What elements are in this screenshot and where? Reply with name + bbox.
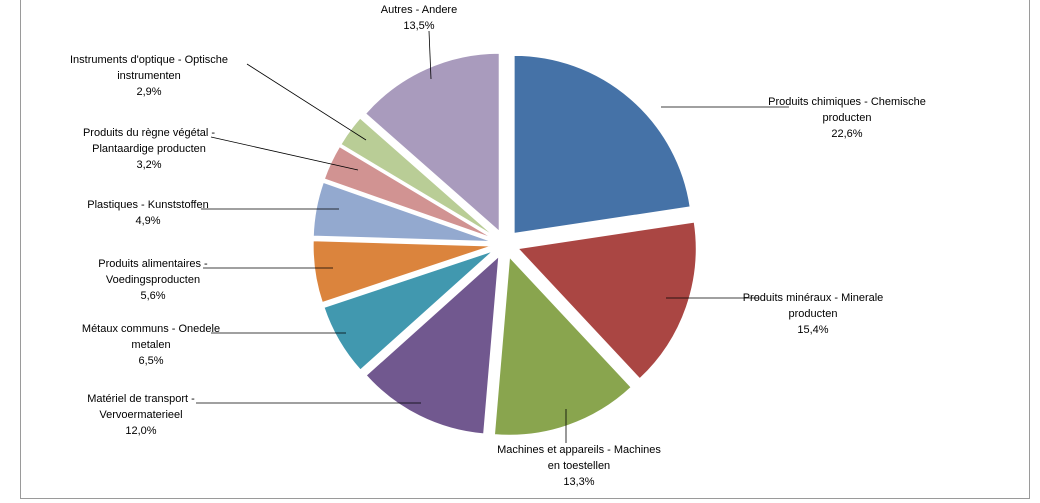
leader-line-10	[428, 30, 432, 80]
slice-label-4: Matériel de transport - Vervoermaterieel 1…	[87, 393, 195, 437]
slice-label-line: Produits alimentaires -	[98, 258, 208, 270]
slice-percent: 6,5%	[138, 355, 163, 367]
pie-slice-2	[517, 221, 697, 380]
slice-label-line: Autres - Andere	[381, 4, 457, 16]
slice-percent: 13,5%	[403, 20, 434, 32]
pie-slice-10	[364, 52, 500, 233]
slice-label-line: Instruments d'optique - Optische	[70, 54, 228, 66]
leader-line-8	[210, 136, 359, 171]
slice-label-5: Métaux communs - Onedele metalen 6,5%	[82, 323, 220, 367]
chart-area: Produits chimiques - Chemische producten 2…	[20, 0, 1030, 499]
pie-slice-5	[323, 250, 494, 371]
slice-label-10: Autres - Andere 13,5%	[381, 4, 457, 32]
pie-slice-4	[365, 255, 500, 435]
slice-percent: 2,9%	[136, 86, 161, 98]
slice-label-line: Matériel de transport -	[87, 393, 195, 405]
slice-percent: 3,2%	[136, 159, 161, 171]
slice-label-7: Plastiques - Kunststoffen 4,9%	[87, 199, 208, 227]
slice-label-line: metalen	[131, 339, 170, 351]
slice-percent: 15,4%	[797, 324, 828, 336]
pie-slice-9	[340, 117, 495, 237]
slice-label-line: producten	[789, 308, 838, 320]
slice-percent: 5,6%	[140, 290, 165, 302]
slice-label-9: Instruments d'optique - Optische instrume…	[70, 54, 228, 98]
pie-chart: Produits chimiques - Chemische producten 2…	[70, 4, 926, 488]
slice-percent: 4,9%	[135, 215, 160, 227]
pie-slice-3	[493, 256, 632, 436]
slice-label-line: Plantaardige producten	[92, 143, 206, 155]
slice-percent: 12,0%	[125, 425, 156, 437]
slice-percent: 13,3%	[563, 476, 594, 488]
slice-label-1: Produits chimiques - Chemische producten 2…	[768, 96, 926, 140]
slice-label-8: Produits du règne végétal - Plantaardige …	[83, 127, 215, 171]
slice-label-2: Produits minéraux - Minerale producten 15,…	[743, 292, 884, 336]
slice-percent: 22,6%	[831, 128, 862, 140]
slice-label-line: instrumenten	[117, 70, 181, 82]
slice-label-line: Machines et appareils - Machines	[497, 444, 661, 456]
slice-label-6: Produits alimentaires - Voedingsproducten…	[98, 258, 208, 302]
slice-label-line: Produits minéraux - Minerale	[743, 292, 884, 304]
slice-label-line: producten	[823, 112, 872, 124]
slice-label-line: Voedingsproducten	[106, 274, 200, 286]
slice-label-line: en toestellen	[548, 460, 610, 472]
slice-label-3: Machines et appareils - Machines en toest…	[497, 444, 661, 488]
slice-label-line: Plastiques - Kunststoffen	[87, 199, 208, 211]
slice-label-line: Produits du règne végétal -	[83, 127, 215, 139]
pie-slice-8	[323, 145, 493, 239]
slice-label-line: Produits chimiques - Chemische	[768, 96, 926, 108]
slice-label-line: Métaux communs - Onedele	[82, 323, 220, 335]
pie-slice-1	[513, 54, 691, 234]
leader-line-9	[246, 63, 367, 141]
slice-label-line: Vervoermaterieel	[99, 409, 182, 421]
pie-slice-6	[312, 240, 492, 304]
